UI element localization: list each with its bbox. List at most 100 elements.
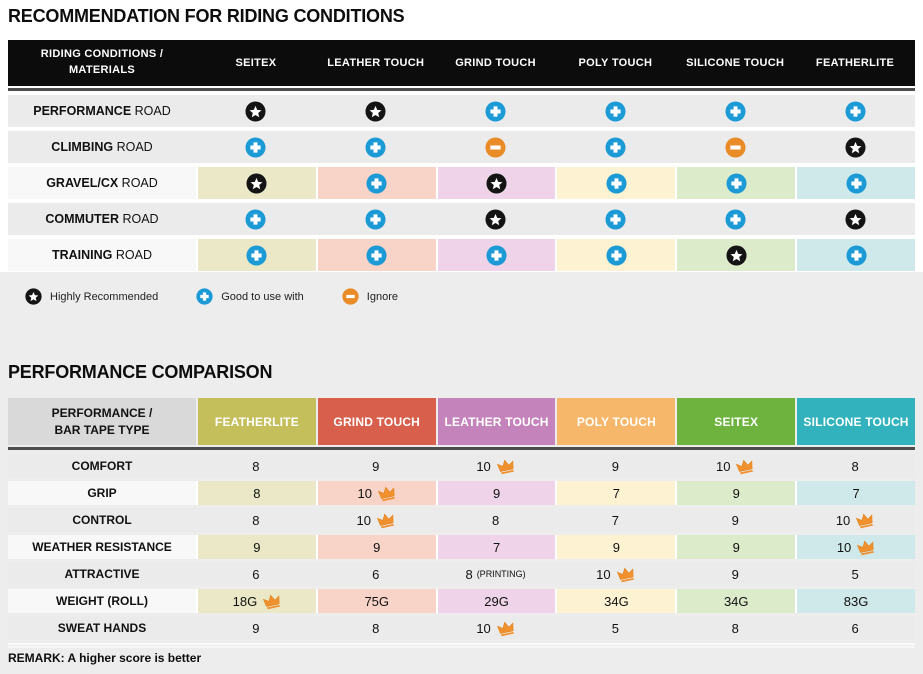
score-value: 5	[611, 620, 620, 636]
score-value: 10	[357, 485, 372, 501]
rating-cell	[435, 131, 556, 163]
riding-condition-label: CLIMBING ROAD	[8, 131, 196, 163]
riding-condition-label: COMMUTER ROAD	[8, 203, 196, 235]
score-cell: 6	[795, 616, 915, 640]
table-bottom-border	[8, 643, 915, 645]
score-value: 9	[373, 539, 381, 555]
rating-cell	[196, 131, 316, 163]
plus-icon	[365, 208, 386, 230]
score-cell: 6	[315, 562, 436, 586]
riding-condition-row: COMMUTER ROAD	[8, 203, 915, 235]
score-cell: 9	[675, 508, 796, 532]
plus-icon	[606, 172, 627, 194]
performance-metric-label: WEATHER RESISTANCE	[8, 535, 196, 559]
score-value: 9	[372, 458, 380, 474]
score-cell: 5	[795, 562, 915, 586]
performance-metric-row: ATTRACTIVE 6 6 8 (PRINTING) 10 9 5	[8, 562, 915, 586]
score-value: 8	[252, 512, 260, 528]
score-value: 34G	[604, 593, 629, 609]
score-cell: 18G	[196, 589, 316, 613]
performance-metric-label: SWEAT HANDS	[8, 616, 196, 640]
performance-metric-label: COMFORT	[8, 454, 196, 478]
material-column-header: FEATHERLITE	[815, 57, 895, 69]
rating-cell	[196, 239, 316, 271]
score-value: 9	[492, 485, 501, 501]
performance-table: PERFORMANCE / BAR TAPE TYPE FEATHERLITE G…	[8, 398, 915, 645]
rating-cell	[315, 239, 436, 271]
plus-icon	[245, 136, 266, 158]
score-cell: 9	[675, 481, 796, 505]
rating-cell	[196, 167, 316, 199]
bar-tape-column-header: FEATHERLITE	[198, 398, 316, 445]
score-value: 6	[851, 620, 859, 636]
score-value: 7	[612, 485, 621, 501]
plus-icon	[725, 100, 746, 122]
rating-cell	[555, 131, 676, 163]
rating-cell	[675, 95, 796, 127]
score-value: 9	[252, 620, 260, 636]
score-value: 6	[252, 566, 260, 582]
score-cell: 7	[555, 508, 676, 532]
material-column-header: SILICONE TOUCH	[686, 57, 785, 69]
score-cell: 6	[196, 562, 316, 586]
score-value: 8	[253, 485, 261, 501]
score-cell: 8	[795, 454, 915, 478]
performance-metric-row: GRIP 8 10 9 7 9 7	[8, 481, 915, 505]
legend-label: Highly Recommended	[50, 290, 159, 303]
rating-cell	[795, 131, 915, 163]
legend-item: Highly Recommended	[25, 288, 158, 305]
rating-cell	[315, 167, 436, 199]
plus-icon	[485, 100, 506, 122]
riding-condition-label: PERFORMANCE ROAD	[8, 95, 196, 127]
crown-icon	[616, 567, 634, 582]
score-value: 9	[253, 539, 261, 555]
rating-cell	[435, 167, 556, 199]
rating-cell	[315, 95, 436, 127]
bar-tape-column-header: POLY TOUCH	[557, 398, 676, 445]
score-value: 9	[612, 539, 621, 555]
legend-item: Ignore	[342, 288, 398, 305]
score-value: 7	[492, 539, 501, 555]
bar-tape-column-header: LEATHER TOUCH	[437, 398, 556, 445]
score-cell: 8	[435, 508, 556, 532]
score-value: 18G	[232, 593, 258, 609]
score-cell: 9	[555, 454, 676, 478]
score-cell: 9	[196, 535, 316, 559]
corner-label-line2: BAR TAPE TYPE	[54, 422, 150, 437]
material-column-header: LEATHER TOUCH	[327, 57, 425, 69]
legend-label: Ignore	[366, 290, 398, 303]
score-value: 8	[491, 512, 500, 528]
score-value: 8	[851, 458, 859, 474]
rating-cell	[675, 167, 796, 199]
score-value: 10	[356, 512, 371, 528]
score-value: 29G	[484, 593, 509, 609]
score-cell: 10	[675, 454, 796, 478]
score-cell: 8	[315, 616, 436, 640]
performance-metric-row: WEIGHT (ROLL) 18G 75G 29G 34G 34G 83G	[8, 589, 915, 613]
rating-cell	[555, 239, 676, 271]
score-value: 83G	[843, 593, 869, 609]
score-value: 75G	[364, 593, 390, 609]
score-value: 10	[596, 566, 611, 582]
bar-tape-column-header: SEITEX	[677, 398, 796, 445]
plus-icon	[365, 136, 386, 158]
plus-icon	[605, 208, 626, 230]
performance-metric-label: CONTROL	[8, 508, 196, 532]
crown-icon	[856, 513, 874, 528]
rating-cell	[675, 203, 796, 235]
score-value: 10	[835, 512, 851, 528]
plus-icon	[366, 172, 387, 194]
performance-table-title: PERFORMANCE COMPARISON	[8, 362, 273, 382]
score-cell: 10	[555, 562, 676, 586]
rating-cell	[795, 167, 915, 199]
rating-cell	[675, 131, 796, 163]
star-icon	[246, 172, 267, 194]
score-cell: 8	[196, 454, 316, 478]
material-column-header: GRIND TOUCH	[455, 57, 536, 69]
score-cell: 5	[555, 616, 676, 640]
score-cell: 75G	[315, 589, 436, 613]
recommendation-table-title: RECOMMENDATION FOR RIDING CONDITIONS	[8, 6, 405, 26]
minus-icon	[485, 136, 506, 158]
score-cell: 7	[555, 481, 676, 505]
star-icon	[25, 288, 42, 305]
